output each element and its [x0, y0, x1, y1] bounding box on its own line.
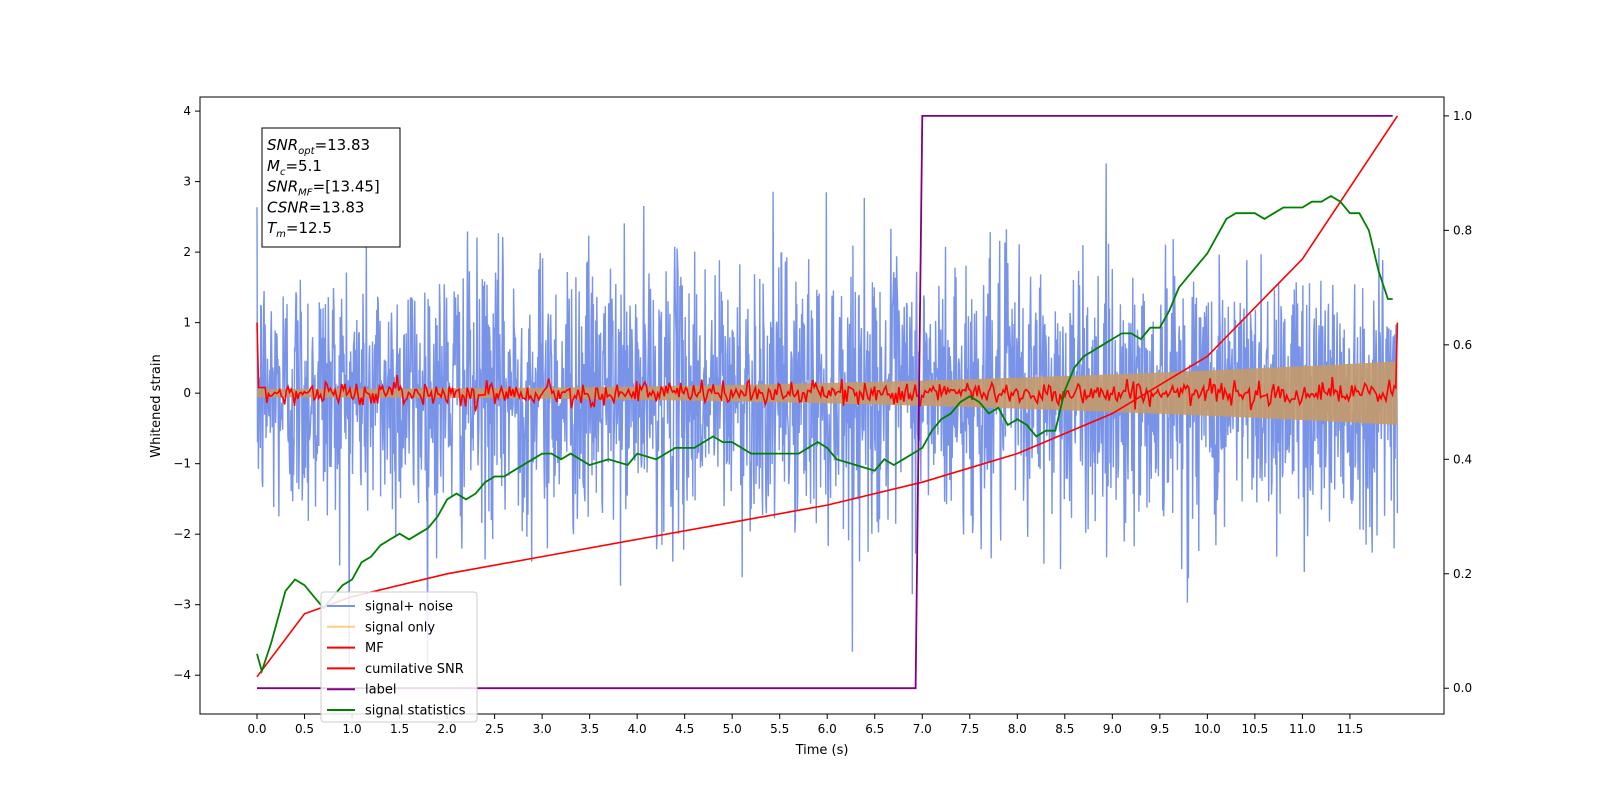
series-mf	[256, 322, 1399, 412]
legend-label: MF	[365, 641, 384, 656]
legend-label: signal+ noise	[365, 600, 453, 615]
y2-tick-label: 0.2	[1453, 567, 1472, 581]
y2-tick-label: 0.8	[1453, 223, 1472, 237]
x-tick-label: 8.5	[1055, 722, 1074, 736]
x-tick-label: 6.0	[818, 722, 837, 736]
y-tick-label: −2	[173, 527, 191, 541]
y-tick-label: 3	[183, 175, 191, 189]
legend-label: label	[365, 683, 396, 698]
x-tick-label: 11.0	[1289, 722, 1316, 736]
x-tick-label: 9.0	[1103, 722, 1122, 736]
annotation-box: SNRopt=13.83Mc=5.1SNRMF=[13.45]CSNR=13.8…	[261, 127, 401, 248]
x-tick-label: 3.0	[533, 722, 552, 736]
annotation-line: CSNR=13.83	[267, 198, 364, 216]
y-axis-left: 4 3 2 1 0 −1 −2 −3 −4	[173, 104, 200, 682]
y-tick-label: −4	[173, 668, 191, 682]
x-tick-label: 7.0	[913, 722, 932, 736]
y-tick-label: −1	[173, 457, 191, 471]
x-tick-label: 6.5	[865, 722, 884, 736]
series-signal-noise	[256, 163, 1399, 675]
x-tick-label: 3.5	[580, 722, 599, 736]
y-tick-label: 2	[183, 245, 191, 259]
series-label	[257, 115, 1393, 690]
x-tick-label: 0.5	[295, 722, 314, 736]
x-tick-label: 0.0	[247, 722, 266, 736]
x-tick-label: 10.0	[1194, 722, 1221, 736]
x-axis: 0.0 0.5 1.0 1.5 2.0 2.5 3.0 3.5 4.0 4.5 5.0 5.5 6.0 6…	[247, 714, 1363, 736]
annotation-line: Tm=12.5	[267, 219, 332, 240]
y2-tick-label: 0.6	[1453, 338, 1472, 352]
y-axis-right: 1.0 0.8 0.6 0.4 0.2 0.0	[1444, 109, 1472, 695]
x-tick-label: 8.0	[1008, 722, 1027, 736]
annotation-line: Mc=5.1	[267, 157, 322, 178]
legend-items: signal+ noise signal only MF cumilative SNR…	[327, 600, 466, 719]
y-axis-label: Whitened strain	[149, 354, 164, 457]
y2-tick-label: 0.0	[1453, 681, 1472, 695]
x-tick-label: 2.0	[438, 722, 457, 736]
series-signal-statistics	[256, 194, 1393, 675]
x-axis-label: Time (s)	[795, 743, 849, 758]
legend-label: cumilative SNR	[365, 662, 464, 677]
annotation-line: SNRopt=13.83	[267, 136, 370, 157]
x-tick-label: 10.5	[1242, 722, 1269, 736]
x-tick-label: 5.5	[770, 722, 789, 736]
x-tick-label: 5.0	[723, 722, 742, 736]
y-tick-label: 0	[183, 386, 191, 400]
series-signal-only	[257, 361, 1398, 425]
annotation-line: SNRMF=[13.45]	[267, 178, 380, 199]
x-tick-label: 9.5	[1150, 722, 1169, 736]
y-tick-label: 1	[183, 316, 191, 330]
plot-frame	[199, 96, 1445, 715]
y-tick-label: −3	[173, 598, 191, 612]
legend-frame	[320, 591, 478, 723]
series-layer	[256, 115, 1399, 690]
x-tick-label: 4.0	[628, 722, 647, 736]
x-tick-label: 2.5	[485, 722, 504, 736]
legend-label: signal only	[365, 620, 435, 635]
x-tick-label: 4.5	[675, 722, 694, 736]
annotation-frame	[261, 127, 401, 248]
y2-tick-label: 1.0	[1453, 109, 1472, 123]
x-tick-label: 7.5	[960, 722, 979, 736]
legend-label: signal statistics	[365, 704, 466, 719]
y2-tick-label: 0.4	[1453, 452, 1472, 466]
x-tick-label: 1.5	[390, 722, 409, 736]
y-tick-label: 4	[183, 104, 191, 118]
x-tick-label: 1.0	[343, 722, 362, 736]
x-tick-label: 11.5	[1337, 722, 1364, 736]
annotation-lines: SNRopt=13.83Mc=5.1SNRMF=[13.45]CSNR=13.8…	[267, 136, 380, 240]
legend: signal+ noise signal only MF cumilative SNR…	[320, 591, 478, 723]
